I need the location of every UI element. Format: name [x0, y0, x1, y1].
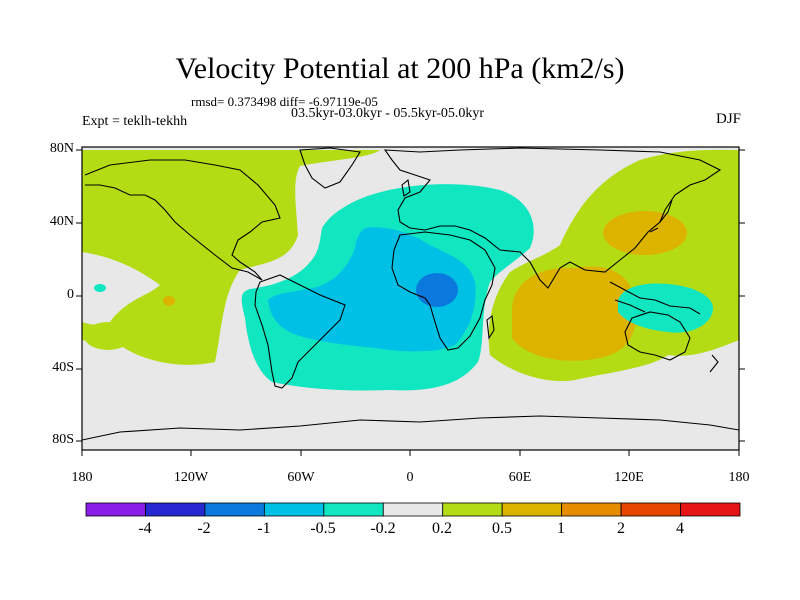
colorbar-label: 0.5	[492, 520, 512, 537]
coastline-maritime-continent	[609, 281, 701, 315]
coastline-british-isles	[401, 178, 411, 197]
season-label: DJF	[715, 111, 741, 127]
coastlines	[82, 147, 739, 441]
coastline-south-america	[254, 274, 346, 389]
longitude-ticks	[81, 450, 740, 456]
colorbar-box	[561, 502, 622, 517]
lon-label-180-east: 180	[728, 470, 750, 485]
colorbar-label: -0.2	[370, 520, 396, 537]
colorbar-label: -0.5	[310, 520, 336, 537]
contour-pos-mid-east-pacific	[163, 296, 175, 306]
contour-neg-weak-maritime-continent	[618, 283, 714, 333]
coastline-madagascar	[486, 314, 495, 340]
lon-label-120e: 120E	[614, 470, 644, 485]
colorbar-box	[145, 502, 206, 517]
lat-label-40s: 40S	[52, 360, 74, 375]
colorbar	[85, 502, 741, 517]
lon-label-0: 0	[406, 470, 414, 485]
colorbar-box	[620, 502, 681, 517]
contour-neg-weak-pacific-spot	[94, 284, 106, 292]
colorbar-label: -1	[257, 520, 271, 537]
coastline-japan	[649, 199, 673, 233]
lat-label-80n: 80N	[49, 141, 74, 156]
colorbar-box	[382, 502, 444, 517]
lon-label-120w: 120W	[173, 470, 209, 485]
coastline-africa	[391, 231, 496, 351]
colorbar-label: -2	[197, 520, 211, 537]
contour-pos-mid-west-pacific	[603, 211, 687, 255]
coastline-north-america	[84, 159, 281, 281]
colorbar-box	[204, 502, 265, 517]
lat-label-0: 0	[67, 287, 74, 302]
colorbar-box	[323, 502, 384, 517]
coastline-greenland	[299, 147, 361, 189]
lat-label-80s: 80S	[52, 432, 74, 447]
latitude-ticks	[76, 149, 745, 442]
experiment-label: Expt = teklh-tekhh	[82, 114, 188, 129]
experiment-period-subtitle: 03.5kyr-03.0kyr - 05.5kyr-05.0kyr	[291, 106, 485, 121]
colorbar-label: 4	[676, 520, 684, 537]
colorbar-box	[680, 502, 741, 517]
colorbar-box	[501, 502, 563, 517]
coastline-eurasia	[383, 147, 722, 289]
lat-label-40n: 40N	[49, 214, 74, 229]
coastline-antarctica	[82, 415, 739, 441]
contour-pos-weak-north-pacific	[82, 150, 380, 365]
coastline-australia	[624, 311, 691, 361]
colorbar-label: -4	[138, 520, 152, 537]
lon-label-180-west: 180	[71, 470, 93, 485]
colorbar-label: 0.2	[432, 520, 452, 537]
contour-neg-mid-atlantic-africa	[268, 227, 476, 352]
colorbar-label: 1	[557, 520, 565, 537]
colorbar-label: 2	[617, 520, 625, 537]
map-panel	[82, 147, 739, 450]
coastline-new-zealand	[709, 354, 719, 373]
colorbar-box	[263, 502, 325, 517]
contour-pos-mid-indian-ocean	[512, 266, 637, 361]
plot-title: Velocity Potential at 200 hPa (km2/s)	[175, 52, 625, 85]
colorbar-box	[85, 502, 146, 517]
lon-label-60e: 60E	[508, 470, 532, 485]
contour-pos-weak-south-pacific	[84, 322, 132, 350]
lon-label-60w: 60W	[287, 470, 315, 485]
colorbar-box	[442, 502, 503, 517]
contour-neg-strong-central-africa	[416, 273, 458, 307]
stats-text: rmsd= 0.373498 diff= -6.97119e-05	[191, 94, 378, 109]
